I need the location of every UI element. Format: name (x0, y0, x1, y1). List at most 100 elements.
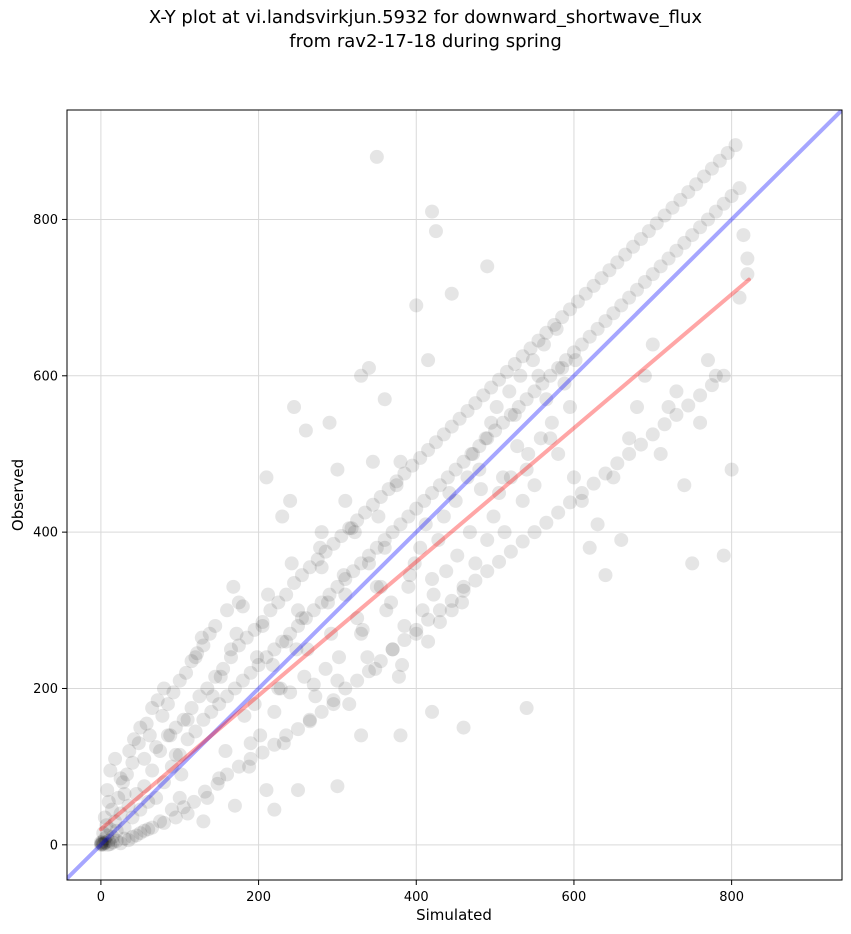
data-point (137, 751, 152, 766)
data-point (208, 669, 223, 684)
data-point (174, 767, 189, 782)
data-point (590, 517, 605, 532)
data-point (570, 294, 585, 309)
y-tick-label: 800 (33, 213, 58, 228)
data-point (287, 575, 302, 590)
data-point (99, 818, 114, 833)
data-point (669, 407, 684, 422)
data-point (385, 642, 400, 657)
data-point (405, 458, 420, 473)
data-point (685, 228, 700, 243)
data-point (255, 618, 270, 633)
data-point (294, 611, 309, 626)
data-point (127, 732, 142, 747)
data-point (156, 815, 171, 830)
chart-title: X-Y plot at vi.landsvirkjun.5932 for dow… (0, 6, 851, 54)
data-point (732, 290, 747, 305)
data-point (100, 837, 115, 852)
data-point (373, 489, 388, 504)
data-point (440, 470, 455, 485)
y-axis-label: Observed (9, 459, 27, 531)
data-point (413, 450, 428, 465)
data-point (511, 400, 526, 415)
data-point (626, 239, 641, 254)
data-point (172, 790, 187, 805)
data-point (708, 204, 723, 219)
data-point (156, 681, 171, 696)
data-point (125, 810, 140, 825)
data-point (188, 724, 203, 739)
data-point (283, 493, 298, 508)
data-point (145, 763, 160, 778)
data-point (371, 509, 386, 524)
data-point (104, 802, 119, 817)
data-point (448, 493, 463, 508)
data-point (533, 431, 548, 446)
data-point (237, 708, 252, 723)
data-point (218, 744, 233, 759)
data-point (164, 802, 179, 817)
data-point (105, 835, 120, 850)
data-point (649, 216, 664, 231)
data-point (700, 353, 715, 368)
data-point (115, 775, 130, 790)
data-point (330, 462, 345, 477)
data-point (521, 446, 536, 461)
data-point (454, 595, 469, 610)
data-point (261, 587, 276, 602)
data-point (197, 784, 212, 799)
data-point (661, 400, 676, 415)
data-point (728, 138, 743, 153)
data-point (716, 368, 731, 383)
data-point (196, 638, 211, 653)
data-point (176, 800, 191, 815)
data-point (94, 837, 109, 852)
data-point (379, 603, 394, 618)
data-point (297, 669, 312, 684)
data-point (101, 833, 116, 848)
data-point (495, 470, 510, 485)
data-point (685, 556, 700, 571)
data-point (97, 836, 112, 851)
data-point (389, 478, 404, 493)
data-point (689, 177, 704, 192)
data-point (326, 536, 341, 551)
data-point (302, 560, 317, 575)
plot-frame (66, 109, 843, 881)
data-point (480, 431, 495, 446)
data-point (196, 712, 211, 727)
data-point (389, 474, 404, 489)
data-point (95, 837, 110, 852)
data-point (456, 583, 471, 598)
data-point (235, 599, 250, 614)
data-point (113, 806, 128, 821)
data-point (155, 708, 170, 723)
data-point (450, 548, 465, 563)
data-point (111, 790, 126, 805)
data-point (93, 835, 108, 850)
data-point (574, 337, 589, 352)
y-tick-label: 0 (50, 838, 58, 853)
data-point (488, 423, 503, 438)
x-axis-ticks: 0 200 400 600 800 (97, 880, 744, 905)
data-point (100, 828, 115, 843)
data-point (369, 149, 384, 164)
data-point (243, 751, 258, 766)
data-point (515, 534, 530, 549)
data-point (265, 658, 280, 673)
data-point (220, 603, 235, 618)
data-point (95, 834, 110, 849)
data-point (212, 771, 227, 786)
data-point (633, 437, 648, 452)
data-point (279, 728, 294, 743)
data-point (384, 595, 399, 610)
data-point (724, 188, 739, 203)
data-point (497, 525, 512, 540)
data-point (492, 486, 507, 501)
data-point (669, 384, 684, 399)
data-point (557, 376, 572, 391)
data-point (606, 470, 621, 485)
data-point (355, 622, 370, 637)
data-point (216, 661, 231, 676)
